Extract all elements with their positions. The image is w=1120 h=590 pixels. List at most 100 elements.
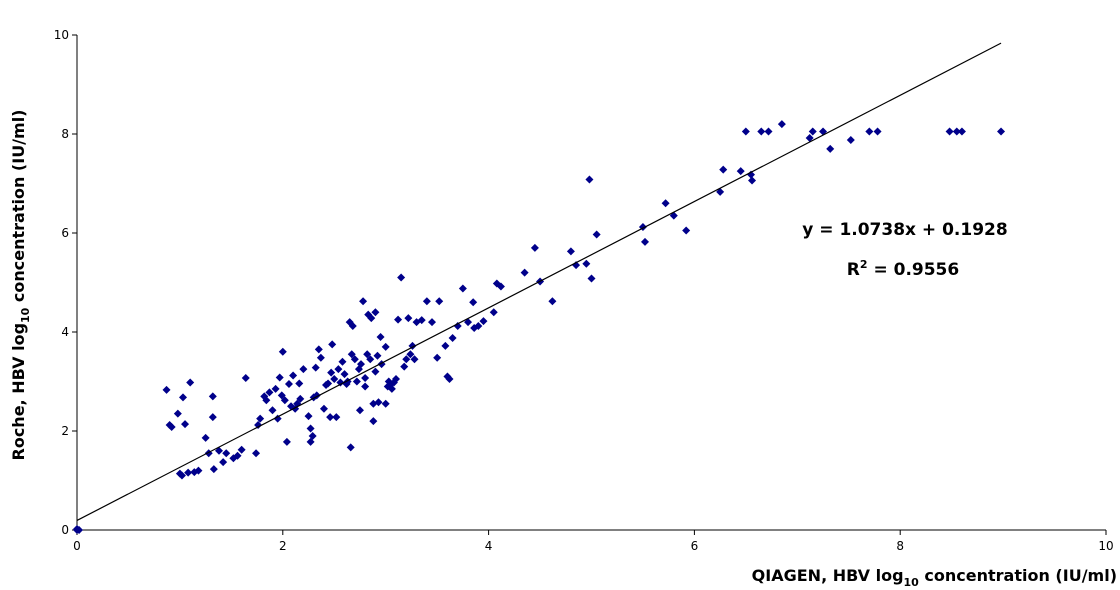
data-point [402,355,411,364]
data-point [952,127,961,136]
data-point [332,413,341,422]
data-point [256,414,265,423]
data-point [348,322,357,331]
data-point [453,322,462,331]
data-point [304,412,313,421]
data-point [338,357,347,366]
data-point [186,378,195,387]
y-tick-label: 4 [61,325,69,339]
data-point [308,431,317,440]
data-point [764,127,773,136]
data-point [177,471,186,480]
data-point [406,350,415,359]
data-point [997,127,1006,136]
data-point [945,127,954,136]
data-point [448,333,457,342]
data-point [371,367,380,376]
data-point [741,127,750,136]
x-axis-title: QIAGEN, HBV log10 concentration (IU/ml) [752,566,1117,589]
data-point [280,396,289,405]
x-tick-label: 0 [73,539,81,553]
x-tick-labels: 0 2 4 6 8 10 [73,539,1113,553]
axes [72,34,1107,535]
r-squared: R2 = 0.9556 [847,258,959,280]
data-points [73,120,1006,534]
data-point [347,350,356,359]
data-point [181,420,190,429]
y-tick-label: 0 [61,523,69,537]
data-point [489,308,498,317]
x-tick-label: 6 [691,539,699,553]
data-point [719,165,728,174]
data-point [363,350,372,359]
data-point [682,226,691,235]
data-point [262,396,271,405]
data-point [757,127,766,136]
data-point [319,404,328,413]
data-point [208,392,217,401]
data-point [873,127,882,136]
y-axis-title: Roche, HBV log10 concentration (IU/ml) [9,110,32,461]
data-point [252,449,261,458]
data-point [346,443,355,452]
data-point [359,297,368,306]
data-point [201,433,210,442]
data-point [373,351,382,360]
data-point [311,363,320,372]
data-point [334,365,343,374]
data-point [330,375,339,384]
data-point [184,468,193,477]
data-point [374,398,383,407]
trendline [76,42,1002,521]
data-point [173,409,182,418]
data-point [381,342,390,351]
data-point [808,127,817,136]
data-point [404,314,413,323]
y-tick-label: 10 [54,28,69,42]
data-point [469,298,478,307]
data-point [328,340,337,349]
data-point [296,394,305,403]
data-point [520,268,529,277]
data-point [336,378,345,387]
data-point [178,393,187,402]
y-tick-label: 6 [61,226,69,240]
data-point [277,391,286,400]
data-point [957,127,966,136]
data-point [777,120,786,129]
data-point [394,315,403,324]
data-point [194,466,203,475]
data-point [417,316,426,325]
data-point [400,362,409,371]
data-point [75,526,84,534]
data-point [479,317,488,326]
data-point [326,413,335,422]
data-point [846,135,855,144]
data-point [458,284,467,293]
data-point [376,332,385,341]
data-point [474,322,483,331]
data-point [355,406,364,415]
data-point [233,451,242,460]
data-point [271,384,280,393]
data-point [282,437,291,446]
x-tick-label: 10 [1098,539,1113,553]
data-point [391,375,400,384]
y-tick-labels: 0 2 4 6 8 10 [54,28,69,537]
data-point [387,384,396,393]
data-point [265,388,274,397]
data-point [340,370,349,379]
data-point [669,211,678,220]
data-point [530,243,539,252]
data-point [661,199,670,208]
y-tick-label: 8 [61,127,69,141]
data-point [381,399,390,408]
data-point [736,167,745,176]
data-point [410,355,419,364]
data-point [314,345,323,354]
data-point [254,421,263,430]
data-point [162,385,171,394]
data-point [422,297,431,306]
data-point [566,247,575,256]
